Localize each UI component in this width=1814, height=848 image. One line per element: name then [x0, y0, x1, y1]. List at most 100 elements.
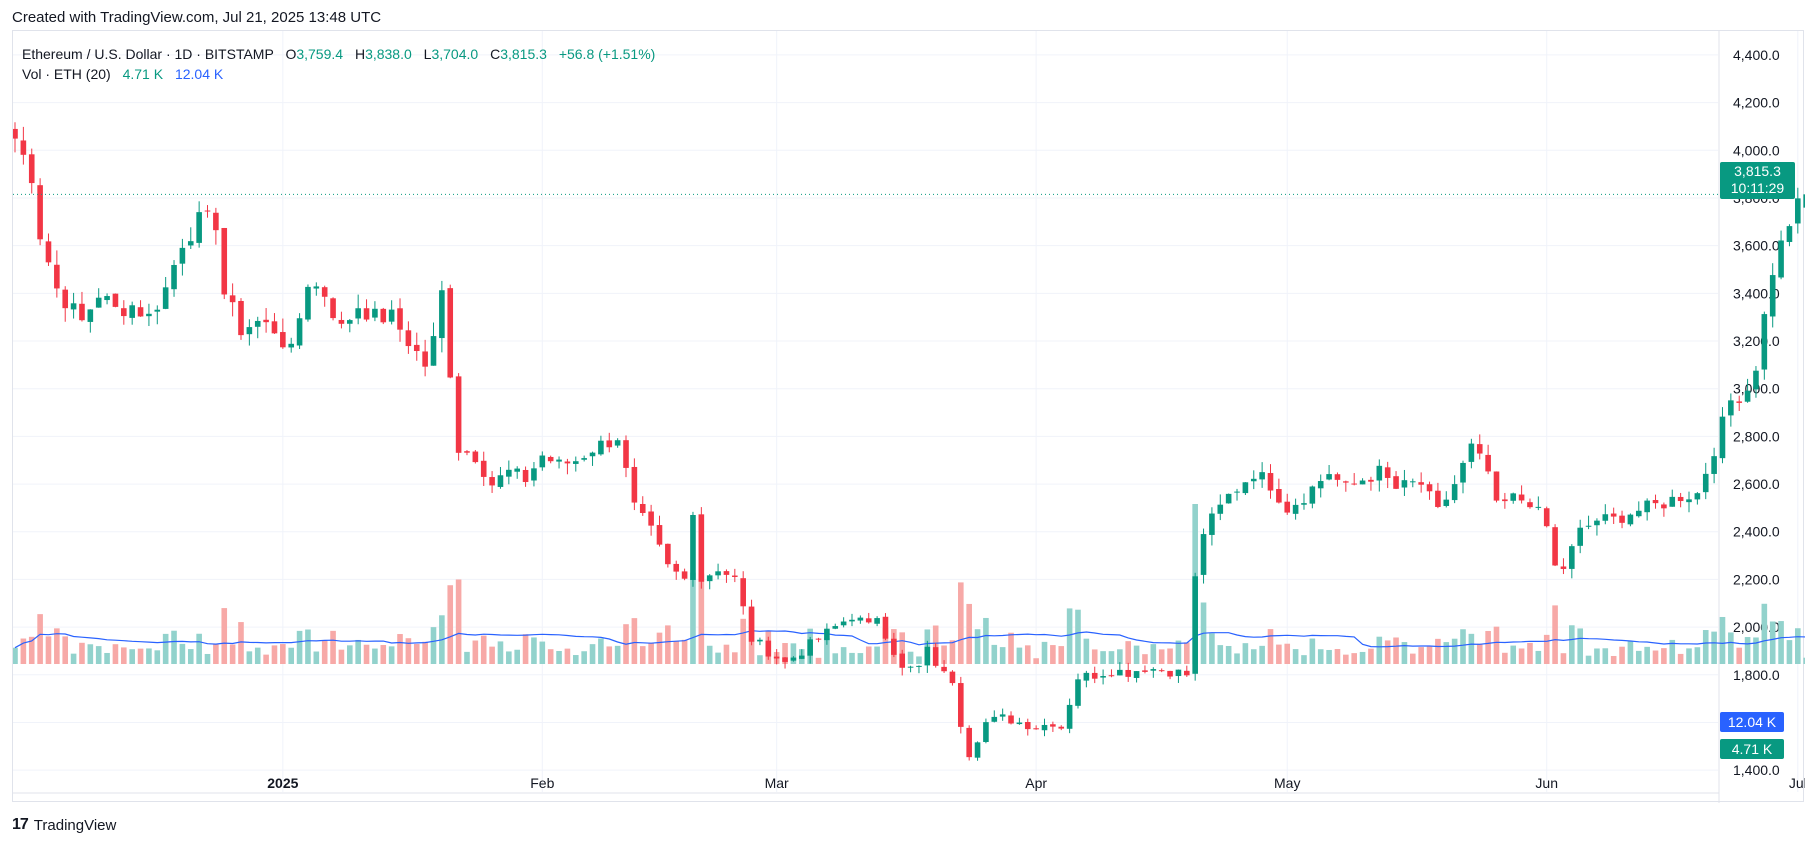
volume-bar [229, 644, 236, 664]
volume-bar [1594, 648, 1600, 664]
candle-body [1091, 672, 1098, 679]
chart-created-note: Created with TradingView.com, Jul 21, 20… [12, 9, 382, 26]
candle-body [171, 264, 177, 290]
volume-bar [556, 651, 562, 664]
candle-body [581, 458, 587, 460]
volume-bar [1426, 646, 1433, 664]
candle-body [129, 305, 135, 318]
volume-bar [1711, 631, 1717, 664]
volume-bar [1175, 640, 1182, 664]
volume-bar [1041, 641, 1048, 664]
candle-body [723, 571, 730, 575]
candle-body [254, 320, 261, 327]
candle-body [1661, 504, 1667, 509]
volume-bar [397, 634, 403, 664]
candle-body [1317, 481, 1324, 489]
low-value: 3,704.0 [431, 46, 479, 62]
candle-body [263, 319, 269, 323]
candle-body [95, 297, 102, 308]
volume-bar [305, 629, 311, 664]
candle-body [1585, 525, 1592, 527]
price-chart[interactable]: 1,400.01,600.01,800.02,000.02,200.02,400… [13, 31, 1805, 803]
footer-brand[interactable]: 17 TradingView [12, 816, 116, 834]
candle-body [347, 320, 353, 324]
candle-body [271, 321, 278, 334]
candle-body [706, 575, 713, 582]
volume-bar [1635, 650, 1642, 664]
candle-body [782, 657, 788, 662]
candle-body [606, 440, 613, 448]
candle-body [480, 460, 487, 477]
candle-body [1435, 490, 1441, 507]
candle-body [1627, 514, 1634, 525]
candle-body [857, 617, 864, 621]
volume-bar [179, 643, 186, 664]
volume-bar [171, 630, 177, 664]
candle-body [1117, 669, 1123, 676]
chart-frame[interactable]: 1,400.01,600.01,800.02,000.02,200.02,400… [12, 30, 1805, 803]
candle-body [413, 344, 420, 352]
symbol-title[interactable]: Ethereum / U.S. Dollar · 1D · BITSTAMP [22, 46, 274, 62]
candle-body [1242, 482, 1249, 494]
volume-bar [1451, 638, 1458, 664]
volume-bar [388, 646, 395, 664]
volume-bar [1527, 642, 1533, 664]
volume-bar [288, 647, 295, 664]
candle-body [765, 640, 772, 657]
volume-bar [874, 646, 880, 664]
candle-body [798, 655, 805, 659]
candle-body [229, 295, 236, 303]
candle-body [740, 578, 746, 607]
candle-body [1008, 715, 1014, 724]
volume-bar [547, 649, 554, 664]
volume-legend-row[interactable]: Vol · ETH (20) 4.71 K 12.04 K [22, 64, 655, 84]
candle-body [288, 343, 295, 348]
volume-bar [1209, 633, 1215, 664]
volume-bar [1284, 643, 1291, 664]
volume-bar [13, 647, 18, 664]
volume-bar [355, 639, 361, 664]
volume-title[interactable]: Vol · ETH (20) [22, 66, 111, 82]
volume-bar [1778, 621, 1784, 664]
symbol-legend-row[interactable]: Ethereum / U.S. Dollar · 1D · BITSTAMP O… [22, 44, 655, 64]
volume-bar [958, 582, 964, 664]
candle-body [1761, 314, 1768, 370]
candle-body [506, 469, 512, 477]
volume-bar [472, 640, 479, 664]
candle-body [1644, 500, 1650, 513]
price-tick-label: 4,200.0 [1733, 95, 1780, 111]
volume-bar [757, 655, 763, 664]
candle-body [363, 308, 370, 320]
volume-bar [606, 646, 613, 664]
volume-bar [983, 617, 989, 664]
candle-body [338, 319, 345, 324]
candle-body [1217, 504, 1224, 514]
volume-bar [330, 630, 336, 664]
volume-bar [187, 649, 194, 664]
candle-body [489, 477, 495, 486]
volume-bar [363, 644, 370, 664]
volume-bar [1058, 646, 1065, 664]
volume-bar [1619, 646, 1625, 664]
volume-bar [1644, 646, 1650, 664]
price-tick-label: 4,400.0 [1733, 47, 1780, 63]
volume-bar [380, 645, 387, 664]
volume-bar [1050, 645, 1056, 664]
candle-body [832, 626, 839, 629]
price-tick-label: 2,400.0 [1733, 524, 1780, 540]
candle-body [639, 503, 646, 513]
volume-bar [1368, 648, 1374, 664]
candle-body [556, 459, 562, 462]
volume-bar [1795, 628, 1801, 664]
candle-body [87, 309, 94, 322]
candle-body [62, 289, 69, 309]
volume-bar [1769, 621, 1776, 664]
candle-body [1050, 724, 1056, 727]
candle-body [589, 452, 596, 457]
candle-body [1610, 513, 1617, 517]
candle-body [313, 286, 320, 289]
volume-bar [1376, 636, 1383, 664]
volume-bar [405, 638, 412, 664]
volume-bar [45, 636, 52, 664]
candle-body [1108, 675, 1115, 677]
